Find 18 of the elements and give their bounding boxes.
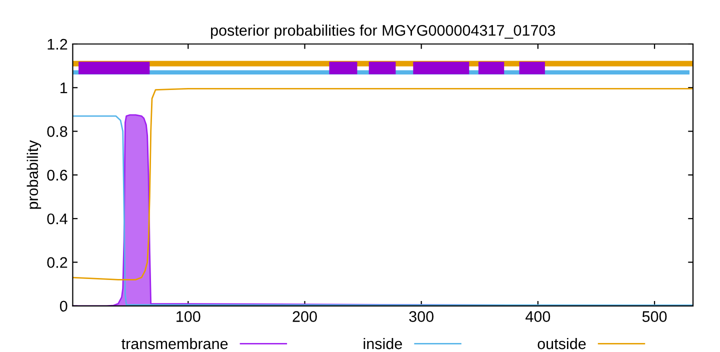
y-tick-label: 0.4 xyxy=(47,213,68,224)
x-tick-label: 200 xyxy=(292,311,317,322)
legend-label: outside xyxy=(538,338,586,350)
x-tick-label: 400 xyxy=(526,311,550,322)
line-series xyxy=(72,88,693,280)
legend-label: transmembrane xyxy=(122,338,228,350)
y-tick-label: 1.2 xyxy=(48,38,68,50)
legend-label: inside xyxy=(364,338,402,350)
x-tick-label: 500 xyxy=(642,311,667,322)
y-tick-label: 0.2 xyxy=(47,257,68,268)
y-tick-label: 0 xyxy=(60,300,68,312)
x-tick-label: 100 xyxy=(176,311,200,322)
y-tick-label: 0.8 xyxy=(47,126,68,137)
y-tick-label: 1 xyxy=(60,82,68,94)
y-tick-label: 0.6 xyxy=(47,170,68,181)
chart-title: posterior probabilities for MGYG000004317_01703 xyxy=(211,24,556,39)
x-tick-label: 300 xyxy=(409,311,434,322)
y-axis-title: probability xyxy=(26,140,42,209)
